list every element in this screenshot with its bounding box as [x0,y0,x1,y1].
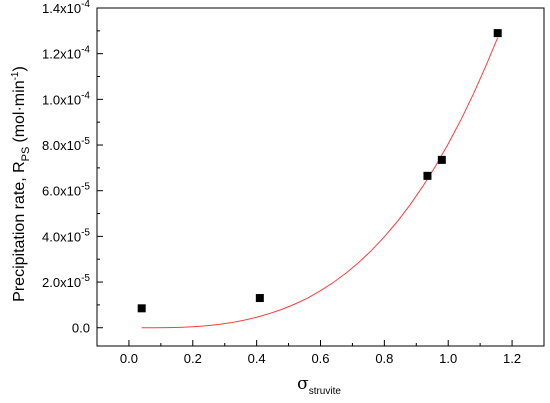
y-tick-labels: 0.02.0x10-54.0x10-56.0x10-58.0x10-51.0x1… [42,0,90,336]
x-tick-label: 1.2 [503,351,521,366]
axis-ticks [97,7,513,346]
x-tick-label: 0.0 [120,351,138,366]
x-tick-label: 0.6 [311,351,329,366]
y-tick-mantissa: 1.4x10 [42,1,81,16]
y-tick-exponent: -5 [81,182,90,193]
y-tick-label: 1.0x10-4 [42,90,90,107]
x-axis-title: σstruvite [297,374,341,397]
y-tick-mantissa: 0.0 [72,321,90,336]
y-axis-title-unit-sup: -1 [10,71,21,80]
y-tick-mantissa: 4.0x10 [42,229,81,244]
data-point [255,294,264,303]
x-axis-symbol: σ [297,374,309,394]
y-tick-label: 1.4x10-4 [42,0,90,16]
x-tick-labels: 0.0 0.2 0.4 0.6 0.8 1.0 1.2 [120,351,521,366]
data-point [493,29,502,38]
y-tick-mantissa: 1.2x10 [42,47,81,62]
y-axis-title-text: Precipitation rate, R [11,161,28,302]
y-tick-label: 2.0x10-5 [42,273,90,290]
data-point [137,304,146,313]
plot-frame [96,7,545,347]
x-tick-label: 0.4 [248,351,266,366]
y-tick-exponent: -4 [81,90,90,101]
y-tick-label: 0.0 [72,321,90,336]
data-point [437,155,446,164]
y-tick-exponent: -4 [81,45,90,56]
y-tick-mantissa: 2.0x10 [42,275,81,290]
x-axis-subscript: struvite [309,386,342,397]
y-tick-mantissa: 1.0x10 [42,92,81,107]
y-axis-title-unit: (mol·min [11,80,28,142]
y-axis-title-unit-close: ) [11,66,28,71]
y-tick-mantissa: 8.0x10 [42,138,81,153]
series-layer [137,29,502,329]
y-tick-label: 8.0x10-5 [42,136,90,153]
y-tick-label: 6.0x10-5 [42,182,90,199]
x-tick-label: 0.8 [375,351,393,366]
y-tick-mantissa: 6.0x10 [42,184,81,199]
y-tick-label: 1.2x10-4 [42,45,90,62]
fit-curve [141,37,499,329]
y-tick-exponent: -5 [81,227,90,238]
data-point [423,171,432,180]
y-tick-exponent: -5 [81,273,90,284]
y-axis-title: Precipitation rate, RPS (mol·min-1) [10,66,32,302]
y-axis-title-subscript: PS [20,147,32,162]
x-tick-label: 0.2 [184,351,202,366]
y-tick-label: 4.0x10-5 [42,227,90,244]
y-tick-exponent: -4 [81,0,90,10]
x-tick-label: 1.0 [439,351,457,366]
y-tick-exponent: -5 [81,136,90,147]
